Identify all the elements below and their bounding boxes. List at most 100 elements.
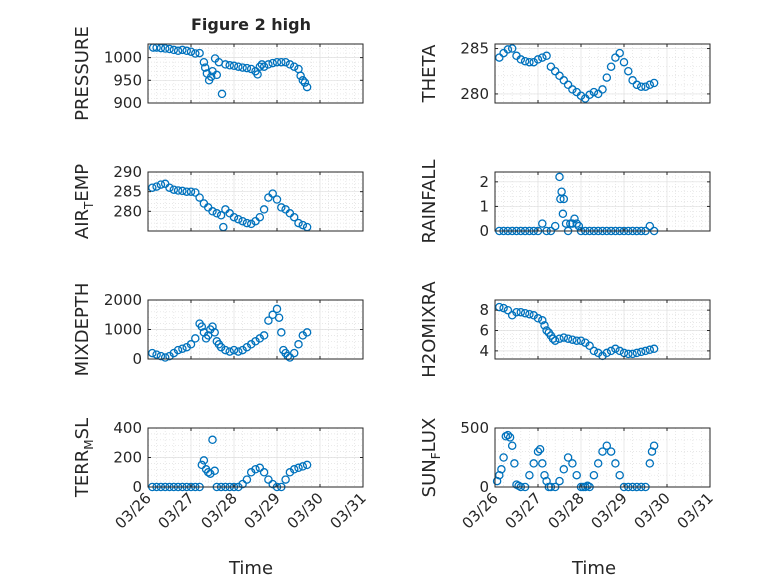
data-point [540, 321, 549, 330]
y-axis-label-rest: EMP [72, 164, 93, 202]
data-point [259, 62, 269, 71]
data-point [585, 90, 594, 100]
data-point [216, 211, 226, 220]
data-point [200, 63, 210, 72]
data-point [568, 335, 577, 344]
y-axis-label-subscript: T [82, 201, 96, 210]
data-point [538, 459, 547, 468]
data-point [558, 209, 568, 219]
data-point [598, 447, 607, 456]
y-axis-label-rest: LUX [419, 418, 440, 453]
axes-background [147, 171, 364, 232]
data-point [647, 447, 657, 456]
data-point [572, 470, 581, 480]
data-point [225, 347, 234, 356]
data-point [602, 441, 612, 450]
x-tick-label: 03/27 [155, 489, 198, 532]
data-point [156, 180, 166, 189]
data-point [289, 348, 299, 358]
data-point [570, 214, 579, 223]
data-point [182, 46, 191, 56]
data-point [585, 341, 594, 351]
axes-background [494, 427, 711, 488]
data-point [208, 207, 217, 216]
data-point [589, 87, 599, 97]
figure-title: Figure 2 high [191, 15, 311, 34]
data-point [234, 214, 243, 224]
data-point [281, 57, 290, 67]
data-point [302, 82, 312, 92]
subplot-4: 0 1 2 RAINFALL [419, 160, 711, 243]
x-tick-label: 03/27 [502, 489, 545, 532]
y-axis-label-main: AIR [72, 209, 93, 239]
x-tick-label: 03/30 [631, 489, 674, 532]
data-point [550, 66, 560, 76]
data-point [555, 172, 564, 182]
data-point [229, 345, 239, 355]
axes-frame [147, 171, 364, 232]
xlabel-right: Time [571, 558, 616, 579]
data-point [255, 212, 265, 222]
data-point [615, 470, 624, 480]
data-point [255, 463, 265, 473]
data-point [602, 348, 612, 358]
data-point [182, 342, 191, 352]
data-point [516, 307, 526, 317]
data-point [624, 66, 633, 76]
y-tick-label: 0 [132, 478, 142, 496]
data-point [559, 194, 569, 204]
x-tick-label: 03/29 [241, 489, 284, 532]
data-point [234, 347, 243, 356]
y-axis-label-main: PRESSURE [72, 26, 93, 121]
data-point [649, 344, 659, 354]
data-point [598, 85, 607, 94]
data-point [538, 316, 547, 325]
data-point [563, 453, 573, 462]
data-point [234, 62, 243, 71]
y-axis-label-main: TERR [72, 450, 93, 498]
y-axis-label: H2OMIXRA [419, 281, 440, 378]
data-point [636, 347, 646, 357]
data-point [272, 57, 282, 67]
data-point [572, 336, 581, 345]
data-point [559, 465, 569, 474]
data-point [576, 91, 586, 100]
data-point [624, 349, 633, 359]
data-point [507, 44, 517, 53]
data-point [255, 62, 265, 71]
data-point [173, 345, 183, 355]
y-tick-label: 2000 [104, 291, 142, 309]
data-point [550, 336, 560, 345]
data-point [555, 71, 564, 81]
data-point [628, 76, 637, 85]
data-point [259, 331, 269, 340]
data-point [606, 346, 616, 356]
y-tick-label: 1000 [104, 321, 142, 339]
data-point [268, 189, 277, 198]
data-point [156, 351, 166, 361]
data-point [542, 51, 551, 61]
y-tick-label: 2 [479, 173, 489, 191]
data-point [165, 183, 174, 192]
y-axis-label: MIXDEPTH [72, 283, 93, 377]
data-point [259, 468, 269, 477]
data-point [152, 182, 161, 191]
y-tick-label: 0 [132, 350, 142, 368]
y-tick-label: 290 [113, 163, 142, 181]
data-point [272, 304, 282, 314]
data-point [264, 316, 273, 325]
data-point [495, 470, 504, 480]
data-point [503, 45, 513, 54]
axes-frame [494, 427, 711, 488]
data-point [268, 58, 277, 68]
y-axis-label-subscript: M [82, 439, 96, 449]
data-point [497, 465, 506, 474]
data-point [649, 441, 659, 450]
data-point [495, 53, 504, 62]
data-point [169, 185, 179, 194]
axes-frame [147, 43, 364, 104]
axes-frame [494, 43, 711, 104]
subplot-6: 4 6 8 H2OMIXRA [419, 281, 711, 378]
